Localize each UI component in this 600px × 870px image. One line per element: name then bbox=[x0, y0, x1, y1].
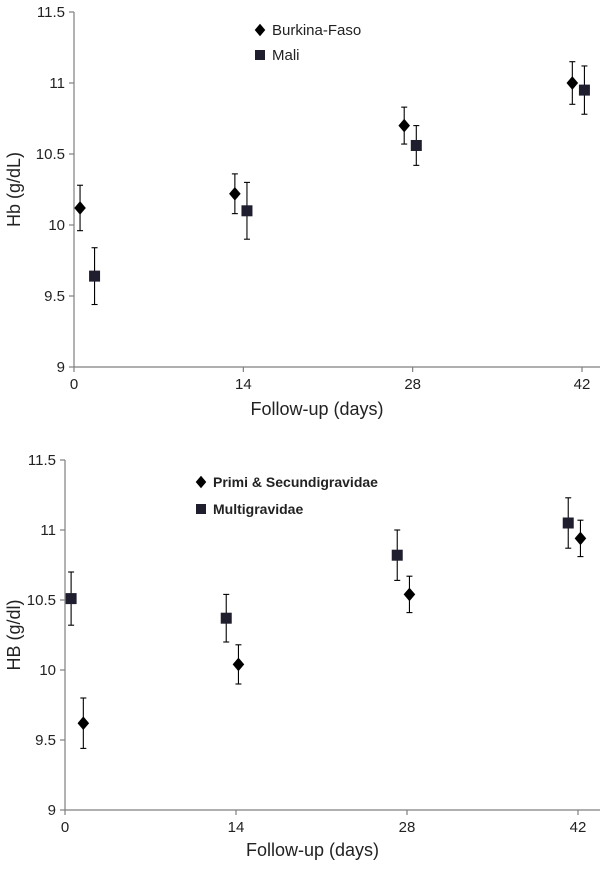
chart1-legend-label-1: Burkina-Faso bbox=[272, 22, 361, 39]
chart1-legend-marker-2 bbox=[255, 50, 265, 60]
chart2-series2-point bbox=[220, 612, 232, 624]
chart1-y-tick-label: 11 bbox=[49, 75, 65, 92]
chart2-y-tick-label: 11.5 bbox=[28, 452, 56, 469]
chart1-legend-label-2: Mali bbox=[272, 47, 300, 64]
chart1-y-tick-label: 11.5 bbox=[37, 4, 65, 21]
chart1-y-axis-label: Hb (g/dL) bbox=[4, 152, 24, 227]
chart2-legend-marker-2 bbox=[196, 504, 206, 514]
chart1-x-tick-label: 28 bbox=[404, 376, 421, 393]
chart2-y-axis-label: HB (g/dl) bbox=[4, 599, 24, 670]
chart2-x-tick-label: 28 bbox=[399, 819, 416, 836]
chart2-series2-point bbox=[562, 517, 574, 529]
chart2-series1-point bbox=[232, 657, 245, 672]
chart2-y-tick-label: 10 bbox=[39, 662, 56, 679]
chart2-series1-point bbox=[77, 716, 90, 731]
chart2-y-tick-label: 9.5 bbox=[35, 732, 56, 749]
chart1-y-tick-label: 10.5 bbox=[36, 146, 65, 163]
chart1-x-tick-label: 14 bbox=[235, 376, 252, 393]
chart2-legend-label-2: Multigravidae bbox=[213, 501, 303, 517]
chart2-legend-marker-1 bbox=[195, 475, 207, 489]
chart1-series2-point bbox=[410, 139, 422, 151]
chart2-x-tick-label: 0 bbox=[61, 819, 69, 836]
chart2-series2-point bbox=[65, 593, 77, 605]
chart1-legend-marker-1 bbox=[254, 23, 266, 37]
chart1-series1-point bbox=[74, 201, 86, 215]
chart2-series1-point bbox=[403, 587, 416, 602]
chart1-y-tick-label: 10 bbox=[48, 217, 65, 234]
chart1-y-tick-label: 9.5 bbox=[44, 288, 65, 305]
chart1-x-tick-label: 0 bbox=[70, 376, 78, 393]
chart1-series1-point bbox=[229, 186, 241, 201]
chart1-x-tick-label: 42 bbox=[574, 376, 591, 393]
chart1-x-axis-label: Follow-up (days) bbox=[250, 399, 383, 419]
chart1-series1-point bbox=[398, 118, 410, 133]
chart2-y-tick-label: 10.5 bbox=[27, 592, 56, 609]
chart1-series1-point bbox=[566, 76, 579, 90]
chart2-x-tick-label: 14 bbox=[228, 819, 245, 836]
chart2-x-axis-label: Follow-up (days) bbox=[246, 840, 379, 860]
chart2-series2-point bbox=[391, 549, 403, 561]
chart2-y-tick-label: 11 bbox=[40, 522, 56, 539]
chart2-series1-point bbox=[574, 531, 587, 546]
chart2-x-tick-label: 42 bbox=[570, 819, 587, 836]
chart1-y-tick-label: 9 bbox=[57, 359, 65, 376]
chart1-series2-point bbox=[89, 270, 101, 282]
chart2-legend-label-1: Primi & Secundigravidae bbox=[213, 474, 378, 490]
chart1-series2-point bbox=[241, 205, 253, 217]
chart2-y-tick-label: 9 bbox=[48, 802, 56, 819]
chart1-series2-point bbox=[578, 84, 590, 96]
